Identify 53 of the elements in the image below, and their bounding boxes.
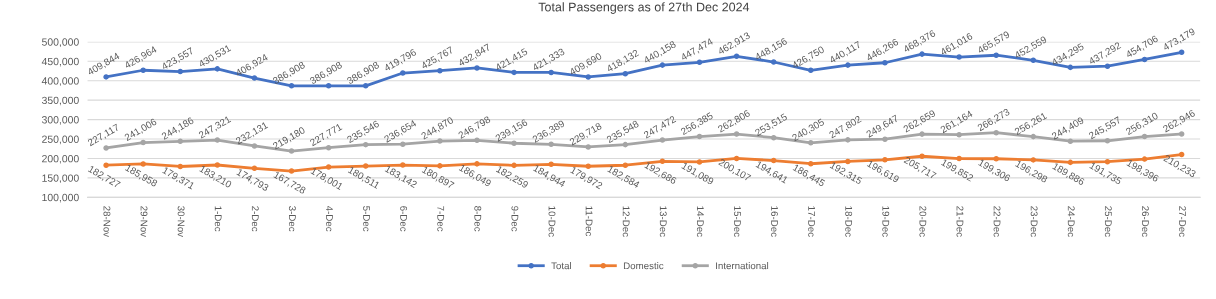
y-tick-label: 450,000 <box>41 57 79 67</box>
x-tick-label: 13-Dec <box>659 206 667 237</box>
x-tick-label: 14-Dec <box>696 206 704 237</box>
x-tick-label: 11-Dec <box>585 206 593 237</box>
x-tick-label: 4-Dec <box>326 205 333 232</box>
x-tick-label: 19-Dec <box>882 206 890 237</box>
x-tick-label: 2-Dec <box>251 206 259 232</box>
y-tick-label: 500,000 <box>41 38 79 47</box>
x-tick-label: 24-Dec <box>1067 206 1075 237</box>
point <box>956 54 962 60</box>
point <box>103 74 109 80</box>
point <box>1178 49 1185 56</box>
point <box>400 70 406 76</box>
x-tick-label: 25-Dec <box>1104 206 1112 237</box>
y-tick-label: 400,000 <box>41 77 79 86</box>
x-tick-label: 28-Nov <box>103 206 111 237</box>
point <box>251 75 258 81</box>
x-tick-label: 30-Nov <box>177 206 185 237</box>
y-tick-label: 100,000 <box>42 193 79 203</box>
x-tick-label: 7-Dec <box>437 206 445 232</box>
y-tick-label: 250,000 <box>42 135 79 145</box>
point <box>770 59 777 65</box>
point <box>214 66 221 72</box>
chart-title: Total Passengers as of 27th Dec 2024 <box>538 2 750 14</box>
x-tick-label: 16-Dec <box>771 206 778 237</box>
point <box>474 65 480 71</box>
x-tick-label: 26-Dec <box>1141 206 1149 237</box>
legend-label: International <box>716 262 769 270</box>
x-tick-label: 12-Dec <box>622 206 630 237</box>
x-tick-label: 8-Dec <box>474 206 482 232</box>
x-tick-label: 3-Dec <box>288 206 296 232</box>
x-tick-label: 10-Dec <box>548 206 556 237</box>
x-tick-label: 5-Dec <box>363 206 370 232</box>
point <box>585 74 592 80</box>
x-tick-label: 22-Dec <box>993 206 1001 237</box>
legend-label: Domestic <box>623 262 664 270</box>
y-tick-label: 150,000 <box>42 174 79 184</box>
y-tick-label: 300,000 <box>41 116 79 125</box>
x-tick-label: 17-Dec <box>808 206 815 237</box>
x-tick-label: 27-Dec <box>1179 206 1186 237</box>
y-tick-label: 350,000 <box>41 96 79 106</box>
x-tick-label: 23-Dec <box>1030 206 1038 237</box>
point <box>845 62 851 68</box>
x-tick-label: 18-Dec <box>845 206 853 237</box>
y-tick-label: 200,000 <box>42 154 79 164</box>
x-tick-label: 29-Nov <box>140 206 148 237</box>
x-tick-label: 15-Dec <box>733 206 741 237</box>
x-tick-label: 1-Dec <box>214 206 222 232</box>
x-tick-label: 9-Dec <box>511 206 519 232</box>
legend-label: Total <box>551 262 571 270</box>
x-tick-label: 6-Dec <box>400 206 408 232</box>
x-tick-label: 21-Dec <box>956 206 964 237</box>
x-tick-label: 20-Dec <box>919 206 927 237</box>
